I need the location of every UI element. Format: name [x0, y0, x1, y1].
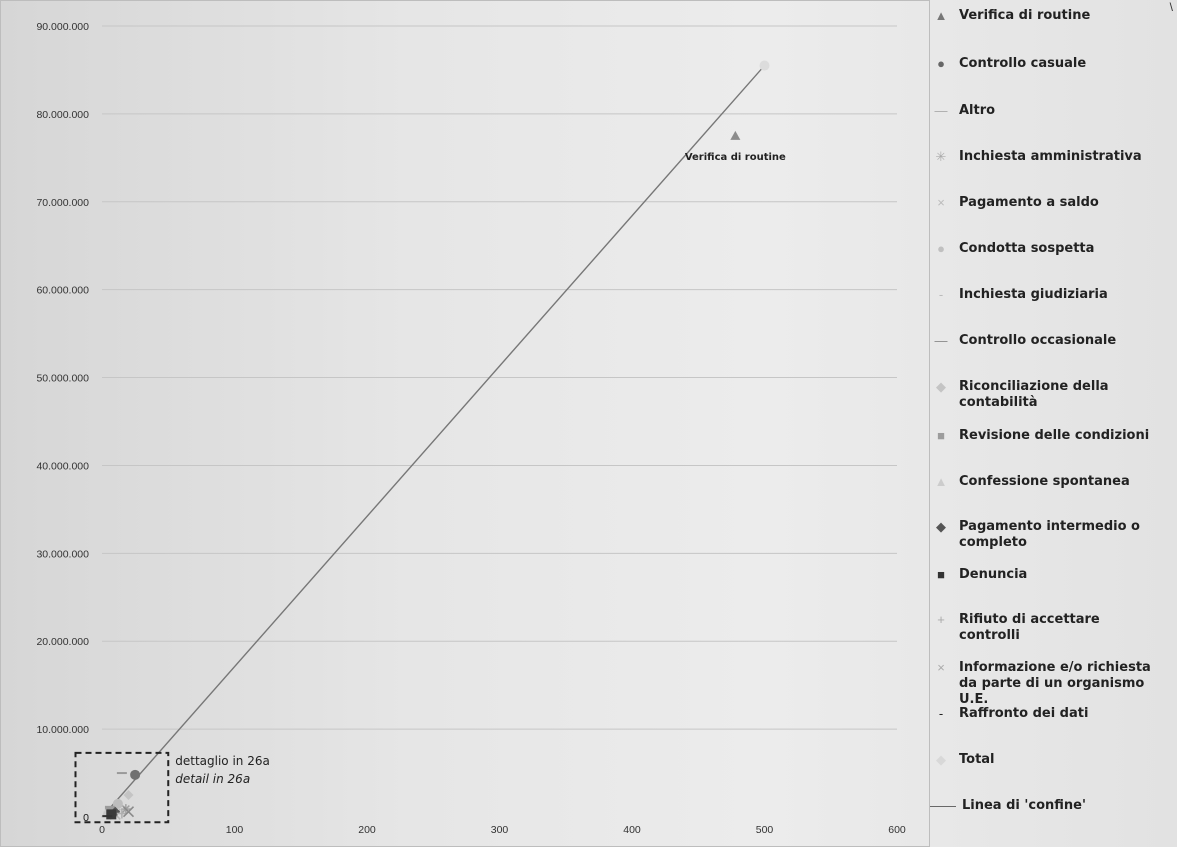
- legend-label: Rifiuto di accettare controlli: [959, 612, 1100, 643]
- x-tick-label: 0: [99, 824, 105, 836]
- point-riconciliazione-della-contabilit: [123, 790, 134, 801]
- legend-label: Inchiesta giudiziaria: [959, 287, 1108, 302]
- legend-label: Raffronto dei dati: [959, 706, 1089, 721]
- x-tick-label: 400: [623, 824, 641, 836]
- chart-frame: [0, 0, 930, 847]
- legend-marker-icon: ◆: [936, 519, 946, 534]
- point-condotta-sospetta: [112, 798, 123, 809]
- legend-label: Condotta sospetta: [959, 241, 1095, 256]
- x-tick-label: 500: [756, 824, 774, 836]
- legend-marker-icon: ——: [930, 798, 956, 813]
- y-tick-label: 30.000.000: [36, 548, 89, 560]
- y-tick-label-zero: 0: [83, 812, 89, 824]
- legend-marker-icon: ◆: [936, 752, 946, 767]
- legend-label: Controllo occasionale: [959, 333, 1117, 348]
- legend-label: Verifica di routine: [959, 8, 1091, 23]
- data-points: [100, 60, 770, 820]
- legend-marker-icon: ◆: [936, 379, 946, 394]
- y-tick-label: 70.000.000: [36, 197, 89, 209]
- point-rifiuto-di-accettare-controlli: [116, 808, 127, 819]
- point-verifica-di-routine: [730, 130, 741, 140]
- grid-lines: [102, 25, 897, 730]
- annotation-verifica: Verifica di routine: [685, 152, 786, 163]
- point-informazione-e-o-richiesta-da-parte-di-un-organismo-u-e: [122, 806, 135, 818]
- legend-label: Altro: [959, 103, 996, 118]
- x-tick-label: 200: [358, 824, 376, 836]
- legend-marker-icon: ×: [937, 660, 945, 675]
- y-tick-label: 0: [83, 812, 89, 824]
- legend-marker-icon: ●: [937, 56, 945, 71]
- y-tick-label: 10.000.000: [36, 724, 89, 736]
- plot-area: 0 10.000.000 20.000.000 30.000.000 40.000.00…: [0, 0, 930, 847]
- legend-marker-icon: ■: [937, 567, 945, 582]
- legend-label: Inchiesta amministrativa: [959, 149, 1142, 164]
- y-tick-label: 90.000.000: [36, 21, 89, 33]
- legend-label: Controllo casuale: [959, 56, 1087, 71]
- legend-marker-icon: ▲: [934, 474, 948, 489]
- legend-marker-icon: —: [934, 103, 948, 118]
- legend-label: Revisione delle condizioni: [959, 428, 1150, 443]
- y-tick-label: 40.000.000: [36, 460, 89, 472]
- y-tick-label: 20.000.000: [36, 636, 89, 648]
- y-tick-label: 60.000.000: [36, 285, 89, 297]
- legend-marker-icon: -: [938, 706, 944, 721]
- legend-marker-icon: ×: [937, 195, 945, 210]
- y-axis-tick-labels: 0 10.000.000 20.000.000 30.000.000 40.000.00…: [36, 21, 89, 824]
- y-tick-label: 80.000.000: [36, 109, 89, 121]
- legend-marker-icon: ✳: [935, 149, 947, 164]
- point-denuncia: [106, 809, 117, 820]
- x-tick-label: 600: [888, 824, 906, 836]
- x-axis-tick-labels: 0 100 200 300 400 500 600: [99, 824, 906, 836]
- corner-mark: \: [1169, 0, 1173, 14]
- legend-marker-icon: ●: [937, 241, 945, 256]
- legend-marker-icon: ▲: [934, 8, 948, 23]
- legend-label: Denuncia: [959, 567, 1028, 582]
- point-total: [759, 60, 770, 71]
- legend-label: Informazione e/o richiesta da parte di u…: [959, 660, 1151, 707]
- legend-label: Pagamento a saldo: [959, 195, 1099, 210]
- annotations: Verifica di routine dettaglio in 26a detai…: [175, 152, 786, 786]
- legend-label: Riconciliazione della contabilità: [959, 379, 1109, 410]
- legend-marker-icon: +: [937, 612, 945, 627]
- legend-marker-icon: —: [934, 333, 948, 348]
- y-tick-label: 50.000.000: [36, 373, 89, 385]
- annotation-detail-en: detail in 26a: [175, 772, 250, 786]
- annotation-detail-it: dettaglio in 26a: [175, 754, 270, 768]
- x-tick-label: 100: [226, 824, 244, 836]
- x-tick-label: 300: [491, 824, 509, 836]
- point-controllo-casuale: [130, 769, 141, 780]
- legend-label: Linea di 'confine': [962, 798, 1086, 813]
- legend-marker-icon: -: [938, 287, 944, 302]
- legend: ▲ Verifica di routine ● Controllo casuale — A…: [930, 0, 1170, 847]
- boundary-line-path: [101, 65, 766, 818]
- legend-label: Pagamento intermedio o completo: [959, 519, 1140, 550]
- legend-label: Total: [959, 752, 995, 767]
- plot-frame: [0, 0, 930, 847]
- legend-marker-icon: ■: [937, 428, 945, 443]
- legend-label: Confessione spontanea: [959, 474, 1130, 489]
- boundary-line: [101, 65, 766, 818]
